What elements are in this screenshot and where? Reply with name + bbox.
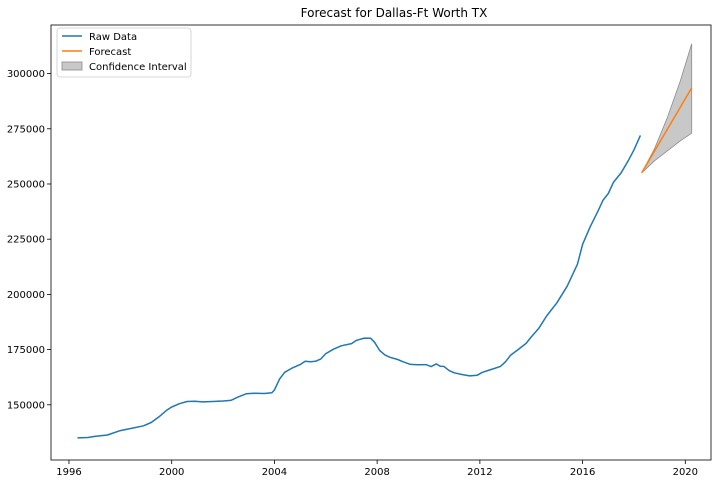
x-tick-label: 2012 (467, 467, 492, 478)
legend-confidence-interval-label: Confidence Interval (89, 62, 187, 73)
legend-confidence-interval-swatch (61, 61, 83, 71)
axes: 1996 2000 2004 2008 2012 2016 2020 150000 175000… (7, 24, 712, 478)
x-tick-label: 2016 (570, 467, 595, 478)
x-tick-label: 2020 (673, 467, 698, 478)
legend: Raw Data Forecast Confidence Interval (56, 27, 192, 78)
x-tick-label: 2008 (364, 467, 389, 478)
plot-area (77, 43, 693, 439)
x-tick-label: 1996 (56, 467, 81, 478)
x-tick-label: 2004 (262, 467, 287, 478)
y-tick-label: 200000 (7, 290, 45, 301)
chart-title: Forecast for Dallas-Ft Worth TX (301, 6, 488, 20)
series-forecast-line (641, 87, 693, 174)
legend-forecast-label: Forecast (89, 47, 131, 58)
x-tick-label: 2000 (159, 467, 184, 478)
legend-raw-data-label: Raw Data (89, 32, 137, 43)
series-raw-data-line (77, 135, 642, 439)
y-tick-label: 300000 (7, 69, 45, 80)
y-tick-label: 250000 (7, 179, 45, 190)
y-tick-label: 275000 (7, 124, 45, 135)
y-tick-label: 175000 (7, 345, 45, 356)
legend-box (56, 27, 192, 78)
y-tick-label: 150000 (7, 400, 45, 411)
y-tick-label: 225000 (7, 235, 45, 246)
axes-frame (50, 24, 712, 461)
